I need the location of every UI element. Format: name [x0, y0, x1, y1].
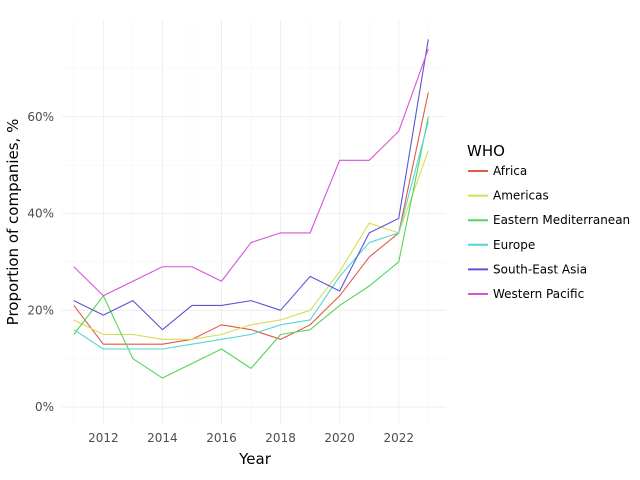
x-tick-label: 2012	[88, 431, 119, 445]
x-axis-ticks: 2012 2014 2016 2018 2020 2022	[88, 431, 414, 445]
legend-label-africa: Africa	[493, 164, 527, 178]
y-tick-label: 40%	[27, 207, 54, 221]
x-axis-title: Year	[238, 450, 272, 468]
y-axis-title: Proportion of companies, %	[4, 119, 22, 326]
x-tick-label: 2018	[265, 431, 296, 445]
y-axis-ticks: 0% 20% 40% 60%	[27, 110, 54, 414]
x-tick-label: 2014	[147, 431, 178, 445]
legend: Africa Americas Eastern Mediterranean Europ…	[468, 164, 630, 301]
y-tick-label: 20%	[27, 303, 54, 317]
y-tick-label: 60%	[27, 110, 54, 124]
x-tick-label: 2020	[324, 431, 355, 445]
y-tick-label: 0%	[35, 400, 54, 414]
series-line-africa	[73, 92, 429, 345]
legend-label-south-east-asia: South-East Asia	[493, 262, 587, 276]
minor-gridlines	[62, 20, 446, 424]
legend-label-western-pacific: Western Pacific	[493, 287, 584, 301]
series-line-europe	[73, 121, 429, 350]
x-tick-label: 2022	[383, 431, 414, 445]
x-tick-label: 2016	[206, 431, 237, 445]
series-line-western-pacific	[73, 48, 429, 297]
major-gridlines	[62, 20, 446, 424]
series-line-americas	[73, 150, 429, 340]
legend-label-americas: Americas	[493, 189, 549, 203]
series-lines	[73, 39, 429, 379]
legend-title: WHO	[467, 142, 505, 160]
legend-label-europe: Europe	[493, 238, 535, 252]
series-line-south-east-asia	[73, 39, 429, 331]
legend-label-eastern-mediterranean: Eastern Mediterranean	[493, 213, 630, 227]
series-line-eastern-mediterranean	[73, 116, 429, 379]
